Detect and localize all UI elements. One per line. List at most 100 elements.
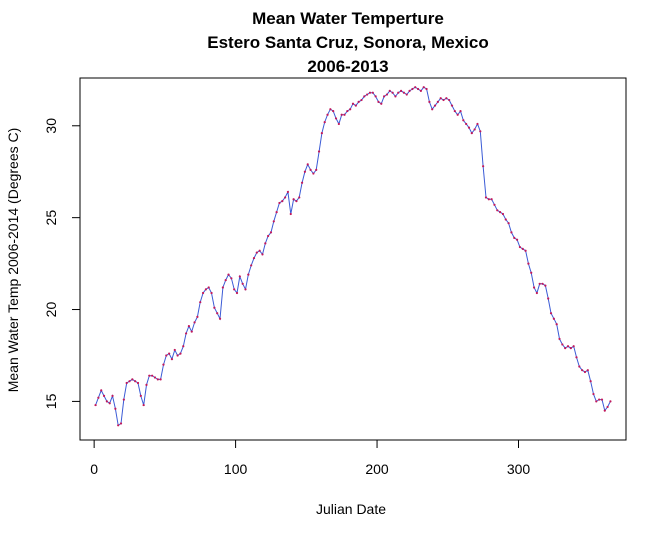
chart-title-line-1: Mean Water Temperture	[252, 9, 444, 28]
data-point	[377, 100, 380, 103]
data-point	[530, 271, 533, 274]
data-point	[190, 330, 193, 333]
data-point	[349, 108, 352, 111]
data-point	[334, 117, 338, 120]
data-point	[148, 374, 151, 377]
data-point	[114, 407, 117, 410]
data-point	[139, 394, 142, 397]
series-group	[94, 86, 612, 427]
data-point	[535, 291, 538, 295]
data-point	[300, 181, 304, 184]
data-point	[572, 345, 575, 348]
data-point	[399, 89, 403, 92]
data-point	[100, 389, 103, 392]
data-point	[397, 91, 400, 94]
data-point	[482, 165, 485, 168]
x-tick-label: 100	[224, 461, 248, 477]
data-point	[173, 348, 176, 352]
data-point	[292, 198, 295, 201]
data-point	[476, 122, 479, 126]
data-point	[402, 91, 406, 94]
y-tick-label: 15	[43, 393, 59, 409]
data-point	[544, 284, 547, 287]
data-point	[595, 400, 598, 403]
data-point	[326, 113, 329, 116]
data-point	[581, 369, 584, 372]
data-point	[184, 332, 188, 335]
data-point	[221, 286, 224, 289]
data-point	[204, 288, 207, 291]
data-point	[168, 352, 171, 355]
data-point	[264, 242, 267, 245]
data-point	[298, 196, 301, 199]
data-point	[366, 93, 369, 96]
data-point	[456, 113, 459, 116]
data-point	[102, 394, 106, 397]
data-point	[513, 236, 516, 239]
data-point	[527, 262, 530, 265]
data-point	[425, 87, 428, 91]
data-point	[499, 211, 502, 214]
data-point	[368, 91, 372, 94]
data-point	[284, 196, 287, 199]
data-point	[541, 282, 544, 285]
y-tick-label: 20	[43, 302, 59, 318]
data-point	[122, 398, 125, 401]
data-point	[128, 380, 131, 383]
data-point	[414, 86, 417, 89]
data-point	[484, 196, 488, 199]
data-point	[105, 400, 108, 403]
x-tick-label: 200	[365, 461, 389, 477]
data-point	[504, 218, 507, 221]
data-point	[241, 282, 244, 285]
data-point	[465, 122, 468, 126]
data-point	[561, 343, 564, 346]
data-point	[422, 86, 425, 89]
y-tick-label: 30	[43, 118, 59, 134]
data-point	[518, 245, 522, 249]
data-point	[176, 354, 179, 357]
data-point	[286, 190, 290, 194]
data-point	[165, 354, 168, 357]
data-point	[566, 345, 570, 348]
data-point	[281, 200, 284, 203]
data-point	[606, 405, 609, 409]
x-axis: 0 100 200 300	[90, 439, 530, 477]
data-point	[586, 369, 589, 372]
data-point	[224, 279, 227, 282]
data-point	[524, 249, 527, 252]
chart-title-line-2: Estero Santa Cruz, Sonora, Mexico	[207, 33, 489, 52]
data-point	[153, 376, 157, 379]
data-point	[94, 403, 97, 407]
data-point	[117, 424, 120, 427]
y-axis-label: Mean Water Temp 2006-2014 (Degrees C)	[5, 128, 21, 393]
data-point	[453, 109, 456, 113]
data-point	[354, 104, 357, 107]
data-point	[549, 312, 553, 315]
data-point	[473, 128, 476, 131]
data-point	[357, 100, 360, 103]
data-point	[363, 95, 366, 98]
data-point	[479, 130, 482, 133]
data-point	[433, 104, 437, 107]
data-point	[196, 315, 199, 318]
data-point	[244, 288, 247, 291]
data-point	[159, 378, 162, 381]
chart-title-line-3: 2006-2013	[307, 57, 388, 76]
data-point	[383, 95, 386, 98]
data-point	[250, 264, 253, 267]
data-point	[416, 87, 420, 91]
x-tick-label: 0	[90, 461, 98, 477]
y-axis: 15 20 25 30	[43, 118, 81, 409]
data-point	[360, 98, 363, 102]
data-point	[278, 201, 281, 205]
data-point	[555, 323, 558, 326]
data-point	[151, 374, 154, 377]
data-point	[136, 381, 140, 385]
data-point	[569, 347, 572, 350]
data-point	[261, 253, 264, 256]
data-point	[340, 113, 343, 116]
data-point	[199, 301, 202, 304]
data-point	[201, 291, 205, 295]
